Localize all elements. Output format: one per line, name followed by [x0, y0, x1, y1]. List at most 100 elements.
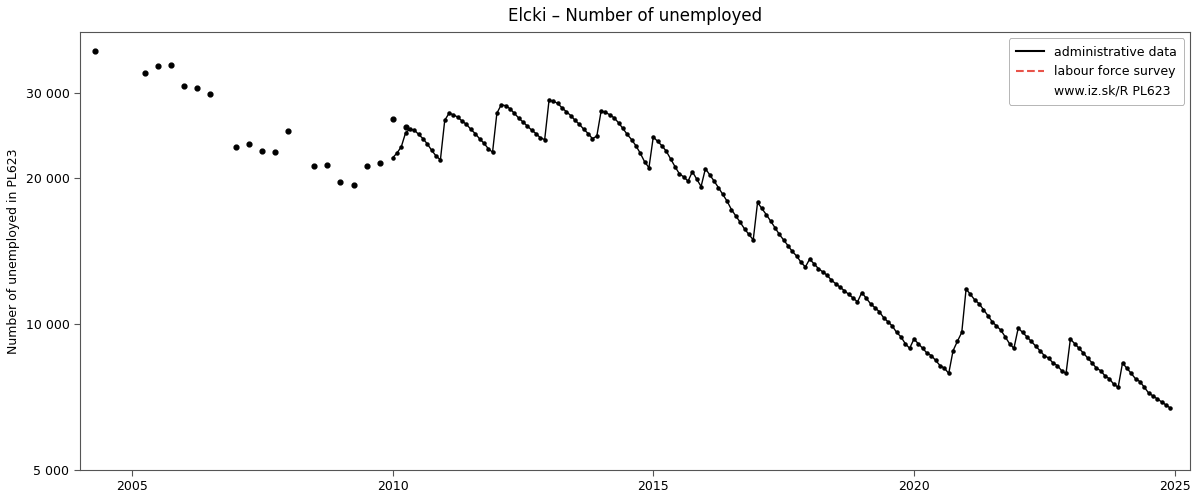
- Point: [1018, 333, 1037, 341]
- Point: [782, 248, 802, 256]
- Point: [527, 130, 546, 138]
- Point: [565, 116, 584, 124]
- Point: [839, 290, 858, 298]
- Point: [1130, 378, 1150, 386]
- Point: [635, 158, 654, 166]
- Point: [1112, 359, 1132, 367]
- Point: [200, 90, 220, 98]
- Point: [552, 104, 571, 112]
- Point: [344, 182, 364, 190]
- Point: [865, 304, 884, 312]
- Point: [452, 117, 472, 125]
- Point: [700, 171, 719, 179]
- Point: [814, 268, 833, 276]
- Title: Elcki – Number of unemployed: Elcki – Number of unemployed: [508, 7, 762, 25]
- Point: [1056, 370, 1075, 378]
- Point: [414, 134, 433, 142]
- Point: [391, 142, 410, 150]
- Point: [562, 112, 581, 120]
- Point: [479, 144, 498, 152]
- Point: [683, 168, 702, 175]
- Point: [874, 314, 893, 322]
- Point: [757, 210, 776, 218]
- Point: [482, 148, 502, 156]
- Point: [370, 158, 389, 166]
- Point: [383, 154, 402, 162]
- Point: [996, 333, 1015, 341]
- Point: [174, 82, 193, 90]
- Point: [187, 84, 206, 92]
- Point: [817, 271, 836, 279]
- Point: [857, 294, 876, 302]
- Point: [318, 160, 337, 168]
- Point: [835, 286, 854, 294]
- Point: [731, 218, 750, 226]
- Legend: administrative data, labour force survey, www.iz.sk/R PL623: administrative data, labour force survey…: [1009, 38, 1184, 105]
- Point: [1021, 338, 1040, 345]
- Point: [626, 142, 646, 150]
- Point: [596, 108, 616, 116]
- Point: [1031, 346, 1050, 354]
- Point: [661, 155, 680, 163]
- Point: [970, 300, 989, 308]
- Point: [1144, 392, 1163, 400]
- Point: [643, 133, 662, 141]
- Point: [986, 322, 1006, 330]
- Point: [804, 260, 823, 268]
- Point: [535, 136, 554, 143]
- Point: [578, 130, 598, 138]
- Point: [1096, 372, 1115, 380]
- Point: [448, 113, 467, 121]
- Point: [878, 318, 898, 326]
- Point: [895, 340, 914, 347]
- Point: [952, 328, 971, 336]
- Point: [787, 252, 806, 260]
- Point: [496, 102, 515, 110]
- Point: [404, 126, 424, 134]
- Point: [278, 127, 298, 135]
- Point: [1013, 328, 1032, 336]
- Point: [744, 236, 763, 244]
- Point: [791, 258, 810, 266]
- Point: [1087, 364, 1106, 372]
- Point: [1122, 370, 1141, 378]
- Point: [592, 107, 611, 115]
- Point: [396, 128, 415, 136]
- Point: [608, 118, 628, 126]
- Point: [1034, 352, 1054, 360]
- Point: [461, 126, 480, 134]
- Point: [466, 130, 485, 138]
- Point: [514, 118, 533, 126]
- Point: [356, 162, 376, 170]
- Point: [1078, 354, 1097, 362]
- Point: [852, 288, 871, 296]
- Point: [622, 136, 641, 143]
- Point: [883, 322, 902, 330]
- Point: [948, 338, 967, 345]
- Point: [583, 134, 602, 142]
- Point: [830, 283, 850, 291]
- Point: [666, 162, 685, 170]
- Point: [930, 362, 949, 370]
- Y-axis label: Number of unemployed in PL623: Number of unemployed in PL623: [7, 148, 20, 354]
- Point: [670, 170, 689, 177]
- Point: [474, 139, 493, 147]
- Point: [1069, 344, 1088, 352]
- Point: [426, 152, 445, 160]
- Point: [892, 333, 911, 341]
- Point: [734, 225, 754, 233]
- Point: [704, 177, 724, 185]
- Point: [908, 340, 928, 347]
- Point: [1066, 340, 1085, 347]
- Point: [1104, 380, 1123, 388]
- Point: [240, 140, 259, 148]
- Point: [444, 111, 463, 119]
- Point: [517, 122, 536, 130]
- Point: [1044, 359, 1063, 367]
- Point: [265, 148, 284, 156]
- Point: [674, 173, 694, 181]
- Point: [691, 182, 710, 190]
- Point: [1091, 366, 1110, 374]
- Point: [696, 164, 715, 172]
- Point: [978, 312, 997, 320]
